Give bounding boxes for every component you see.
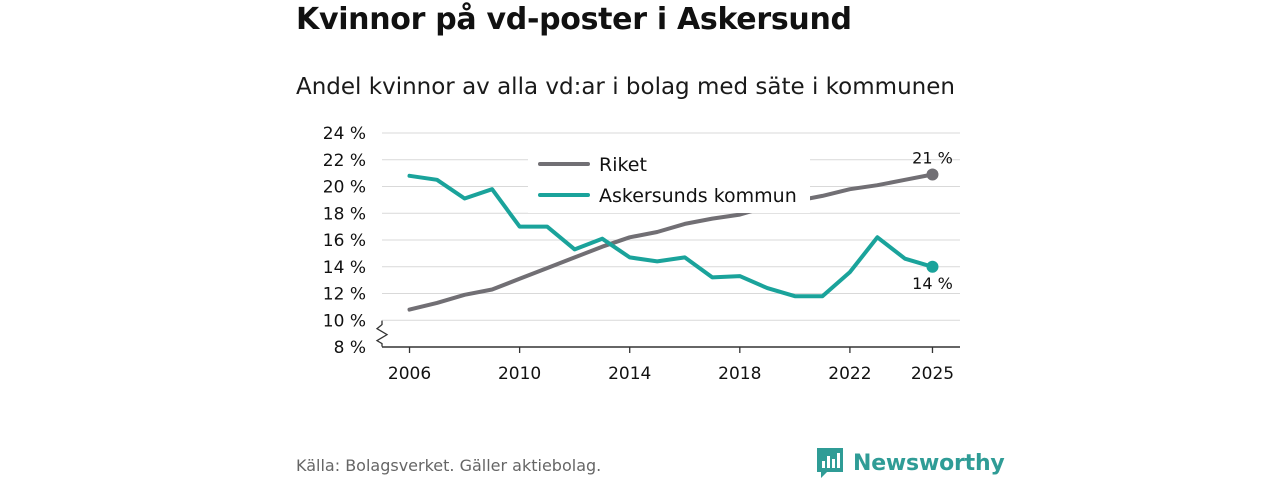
series-line-riket xyxy=(407,172,935,312)
chart-subtitle: Andel kvinnor av alla vd:ar i bolag med … xyxy=(296,74,955,100)
y-tick-label: 14 % xyxy=(323,258,366,278)
legend-label-riket: Riket xyxy=(599,154,647,176)
y-tick-label: 16 % xyxy=(323,231,366,251)
endpoint-marker-riket xyxy=(926,168,939,181)
endpoint-marker-askersund xyxy=(926,260,939,273)
y-tick-label: 18 % xyxy=(323,204,366,224)
axes xyxy=(375,320,960,348)
chart-title: Kvinnor på vd-poster i Askersund xyxy=(296,2,852,37)
newsworthy-logo-icon xyxy=(817,448,843,478)
x-tick-label: 2010 xyxy=(498,364,541,384)
y-tick-label: 20 % xyxy=(323,178,366,198)
series-line-askersund xyxy=(407,173,935,299)
x-tick-label: 2022 xyxy=(828,364,871,384)
axis-break-icon xyxy=(375,320,389,347)
y-tick-label: 12 % xyxy=(323,285,366,305)
y-tick-label: 22 % xyxy=(323,151,366,171)
legend: Riket Askersunds kommun xyxy=(528,143,810,213)
legend-background xyxy=(528,143,810,213)
end-label-riket: 21 % xyxy=(912,148,953,167)
end-label-askersund: 14 % xyxy=(912,274,953,293)
brand-name: Newsworthy xyxy=(853,450,1005,476)
y-axis-ticks: 8 % 10 % 12 % 14 % 16 % 18 % 20 % 22 % 24 % xyxy=(323,124,366,358)
x-axis-ticks: 2006 2010 2014 2018 2022 2025 xyxy=(388,347,954,384)
x-tick-label: 2006 xyxy=(388,364,431,384)
y-tick-label: 10 % xyxy=(323,311,366,331)
x-tick-label: 2018 xyxy=(718,364,761,384)
x-tick-label: 2025 xyxy=(911,364,954,384)
y-tick-label: 8 % xyxy=(334,338,366,358)
newsworthy-brand[interactable]: Newsworthy xyxy=(815,446,1005,480)
end-labels: 21 % 14 % xyxy=(912,148,953,292)
source-note: Källa: Bolagsverket. Gäller aktiebolag. xyxy=(296,456,602,475)
series-lines xyxy=(407,168,939,312)
legend-label-askersund: Askersunds kommun xyxy=(599,185,797,207)
y-tick-label: 24 % xyxy=(323,124,366,144)
x-tick-label: 2014 xyxy=(608,364,651,384)
line-chart: 8 % 10 % 12 % 14 % 16 % 18 % 20 % 22 % 24 % 2006… xyxy=(323,124,960,384)
